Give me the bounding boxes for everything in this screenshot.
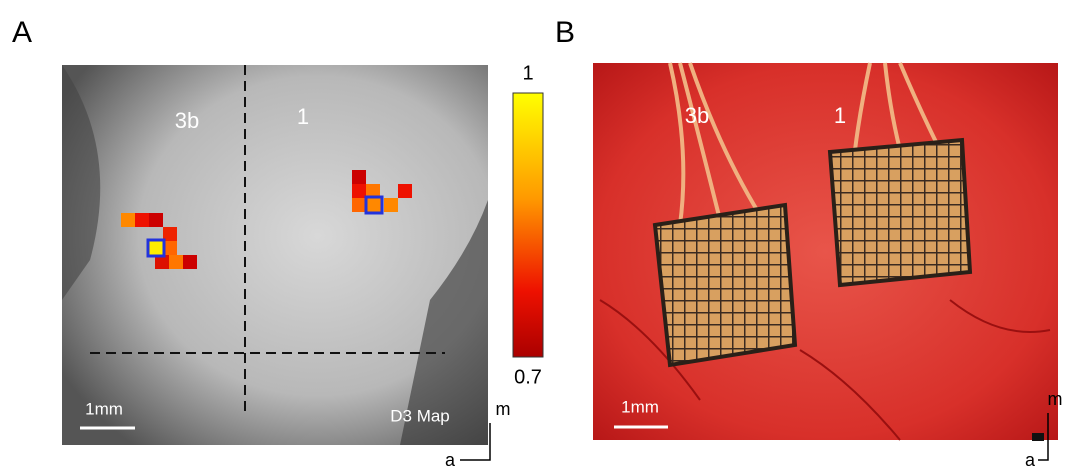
colorbar-max: 1 [522, 62, 533, 84]
scale-bar-label: 1mm [85, 399, 123, 418]
panel-label: A [12, 16, 32, 49]
region-label: 3b [175, 108, 199, 133]
panel-label: B [555, 16, 575, 49]
scale-bar-label: 1mm [621, 397, 659, 416]
orientation-anterior: a [1025, 450, 1036, 470]
small-marker [1032, 433, 1044, 441]
figure: A 3b 1 1mm D3 Map 1 0.7 m a B 3b 1 1mm [0, 0, 1075, 473]
region-label: 1 [297, 104, 309, 129]
region-label: 3b [685, 103, 709, 128]
region-label: 1 [834, 103, 846, 128]
electrode-grid [655, 205, 795, 365]
map-label: D3 Map [390, 406, 450, 425]
colorbar-min: 0.7 [514, 366, 542, 388]
orientation-medial: m [1048, 389, 1063, 409]
orientation-medial: m [496, 399, 511, 419]
electrode-grid [830, 140, 970, 285]
colorbar [513, 93, 543, 357]
orientation-anterior: a [445, 450, 456, 470]
